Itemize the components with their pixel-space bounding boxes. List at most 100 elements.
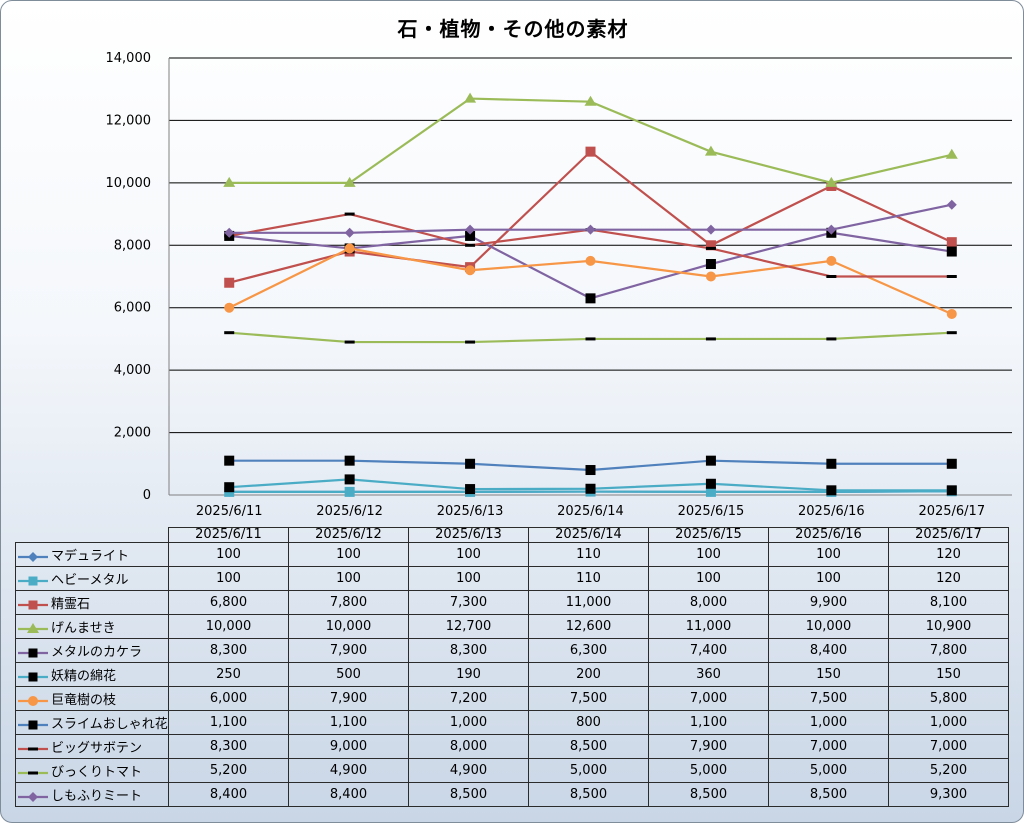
table-cell: 6,800	[168, 590, 289, 615]
data-point	[584, 95, 597, 106]
series-line	[224, 455, 957, 476]
table-cell: 250	[168, 662, 289, 687]
series-name: ビッグサボテン	[51, 741, 143, 756]
table-column-header: 2025/6/15	[648, 527, 769, 543]
data-point	[705, 240, 716, 251]
table-row: スライムおしゃれ花 1,100 1,100 1,000 800 1,100 1,000 1,0…	[15, 710, 1009, 735]
table-cell: 8,500	[528, 734, 649, 759]
table-cell: 100	[768, 542, 889, 567]
data-point	[826, 337, 837, 341]
table-cell: 11,000	[528, 590, 649, 615]
series-name-cell: しもふりミート	[15, 782, 169, 807]
data-point	[705, 246, 716, 250]
data-point	[946, 237, 957, 248]
series-line	[223, 92, 958, 187]
table-cell: 7,500	[768, 686, 889, 711]
data-point	[705, 478, 716, 489]
data-point	[826, 255, 837, 266]
table-cell: 150	[768, 662, 889, 687]
table-cell: 8,300	[168, 734, 289, 759]
series-name: マデュライト	[51, 549, 130, 564]
data-point	[585, 293, 596, 304]
table-cell: 1,100	[648, 710, 769, 735]
data-point	[585, 483, 596, 494]
data-point	[946, 308, 957, 319]
data-point	[343, 176, 356, 187]
x-tick-label: 2025/6/14	[557, 504, 624, 519]
table-cell: 110	[528, 542, 649, 567]
table-row: びっくりトマト 5,200 4,900 4,900 5,000 5,000 5,000 5,2…	[15, 758, 1009, 783]
data-point	[946, 458, 957, 469]
table-column-header: 2025/6/12	[288, 527, 409, 543]
legend-swatch-icon	[18, 551, 48, 562]
table-cell: 10,000	[168, 614, 289, 639]
x-tick-label: 2025/6/13	[437, 504, 504, 519]
y-tick-label: 8,000	[114, 238, 151, 253]
y-tick-label: 12,000	[106, 113, 152, 128]
table-cell: 100	[288, 566, 409, 591]
table-cell: 8,000	[648, 590, 769, 615]
table-cell: 7,300	[408, 590, 529, 615]
data-point	[344, 474, 355, 485]
table-row: メタルのカケラ 8,300 7,900 8,300 6,300 7,400 8,400 7,8…	[15, 638, 1009, 663]
table-cell: 8,400	[168, 782, 289, 807]
table-cell: 7,800	[888, 638, 1009, 663]
data-point	[344, 455, 355, 466]
table-cell: 8,500	[408, 782, 529, 807]
data-point	[224, 455, 235, 466]
series-line	[224, 331, 957, 344]
series-name: メタルのカケラ	[51, 645, 143, 660]
data-point	[705, 224, 716, 235]
table-cell: 8,500	[648, 782, 769, 807]
table-cell: 150	[888, 662, 1009, 687]
table-cell: 360	[648, 662, 769, 687]
data-point	[585, 255, 596, 266]
series-name: 精霊石	[51, 597, 91, 612]
data-point	[705, 486, 716, 497]
table-cell: 8,100	[888, 590, 1009, 615]
table-cell: 10,000	[768, 614, 889, 639]
table-cell: 5,000	[528, 758, 649, 783]
y-tick-label: 6,000	[114, 301, 151, 316]
table-cell: 4,900	[408, 758, 529, 783]
table-row: ヘビーメタル 100 100 100 110 100 100 120	[15, 566, 1009, 591]
table-cell: 9,300	[888, 782, 1009, 807]
series-name: びっくりトマト	[51, 765, 143, 780]
series-line	[224, 474, 957, 496]
table-cell: 1,100	[288, 710, 409, 735]
data-point	[946, 275, 957, 278]
table-cell: 8,400	[768, 638, 889, 663]
table-cell: 7,200	[408, 686, 529, 711]
series-name-cell: ヘビーメタル	[15, 566, 169, 591]
table-cell: 7,400	[648, 638, 769, 663]
legend-swatch-icon	[18, 720, 48, 729]
data-point	[585, 224, 596, 235]
table-cell: 12,700	[408, 614, 529, 639]
data-point	[585, 465, 596, 476]
table-cell: 8,500	[528, 782, 649, 807]
y-tick-label: 0	[143, 488, 151, 503]
table-cell: 120	[888, 566, 1009, 591]
y-tick-label: 10,000	[106, 176, 152, 191]
table-cell: 5,200	[888, 758, 1009, 783]
data-point	[826, 485, 837, 496]
data-point	[704, 145, 717, 156]
table-cell: 1,000	[768, 710, 889, 735]
series-line	[224, 243, 957, 319]
data-point	[344, 243, 355, 254]
data-point	[945, 148, 958, 159]
table-cell: 7,900	[288, 638, 409, 663]
data-point	[465, 484, 476, 495]
table-cell: 4,900	[288, 758, 409, 783]
data-point	[344, 212, 355, 216]
series-name-cell: 妖精の綿花	[15, 662, 169, 687]
table-cell: 5,000	[768, 758, 889, 783]
data-point	[224, 482, 235, 493]
data-point	[825, 176, 838, 187]
table-row: 妖精の綿花 250 500 190 200 360 150 150	[15, 662, 1009, 687]
data-point	[465, 243, 476, 247]
series-path	[229, 331, 952, 344]
data-point	[465, 340, 476, 344]
table-cell: 800	[528, 710, 649, 735]
data-point	[224, 227, 235, 238]
